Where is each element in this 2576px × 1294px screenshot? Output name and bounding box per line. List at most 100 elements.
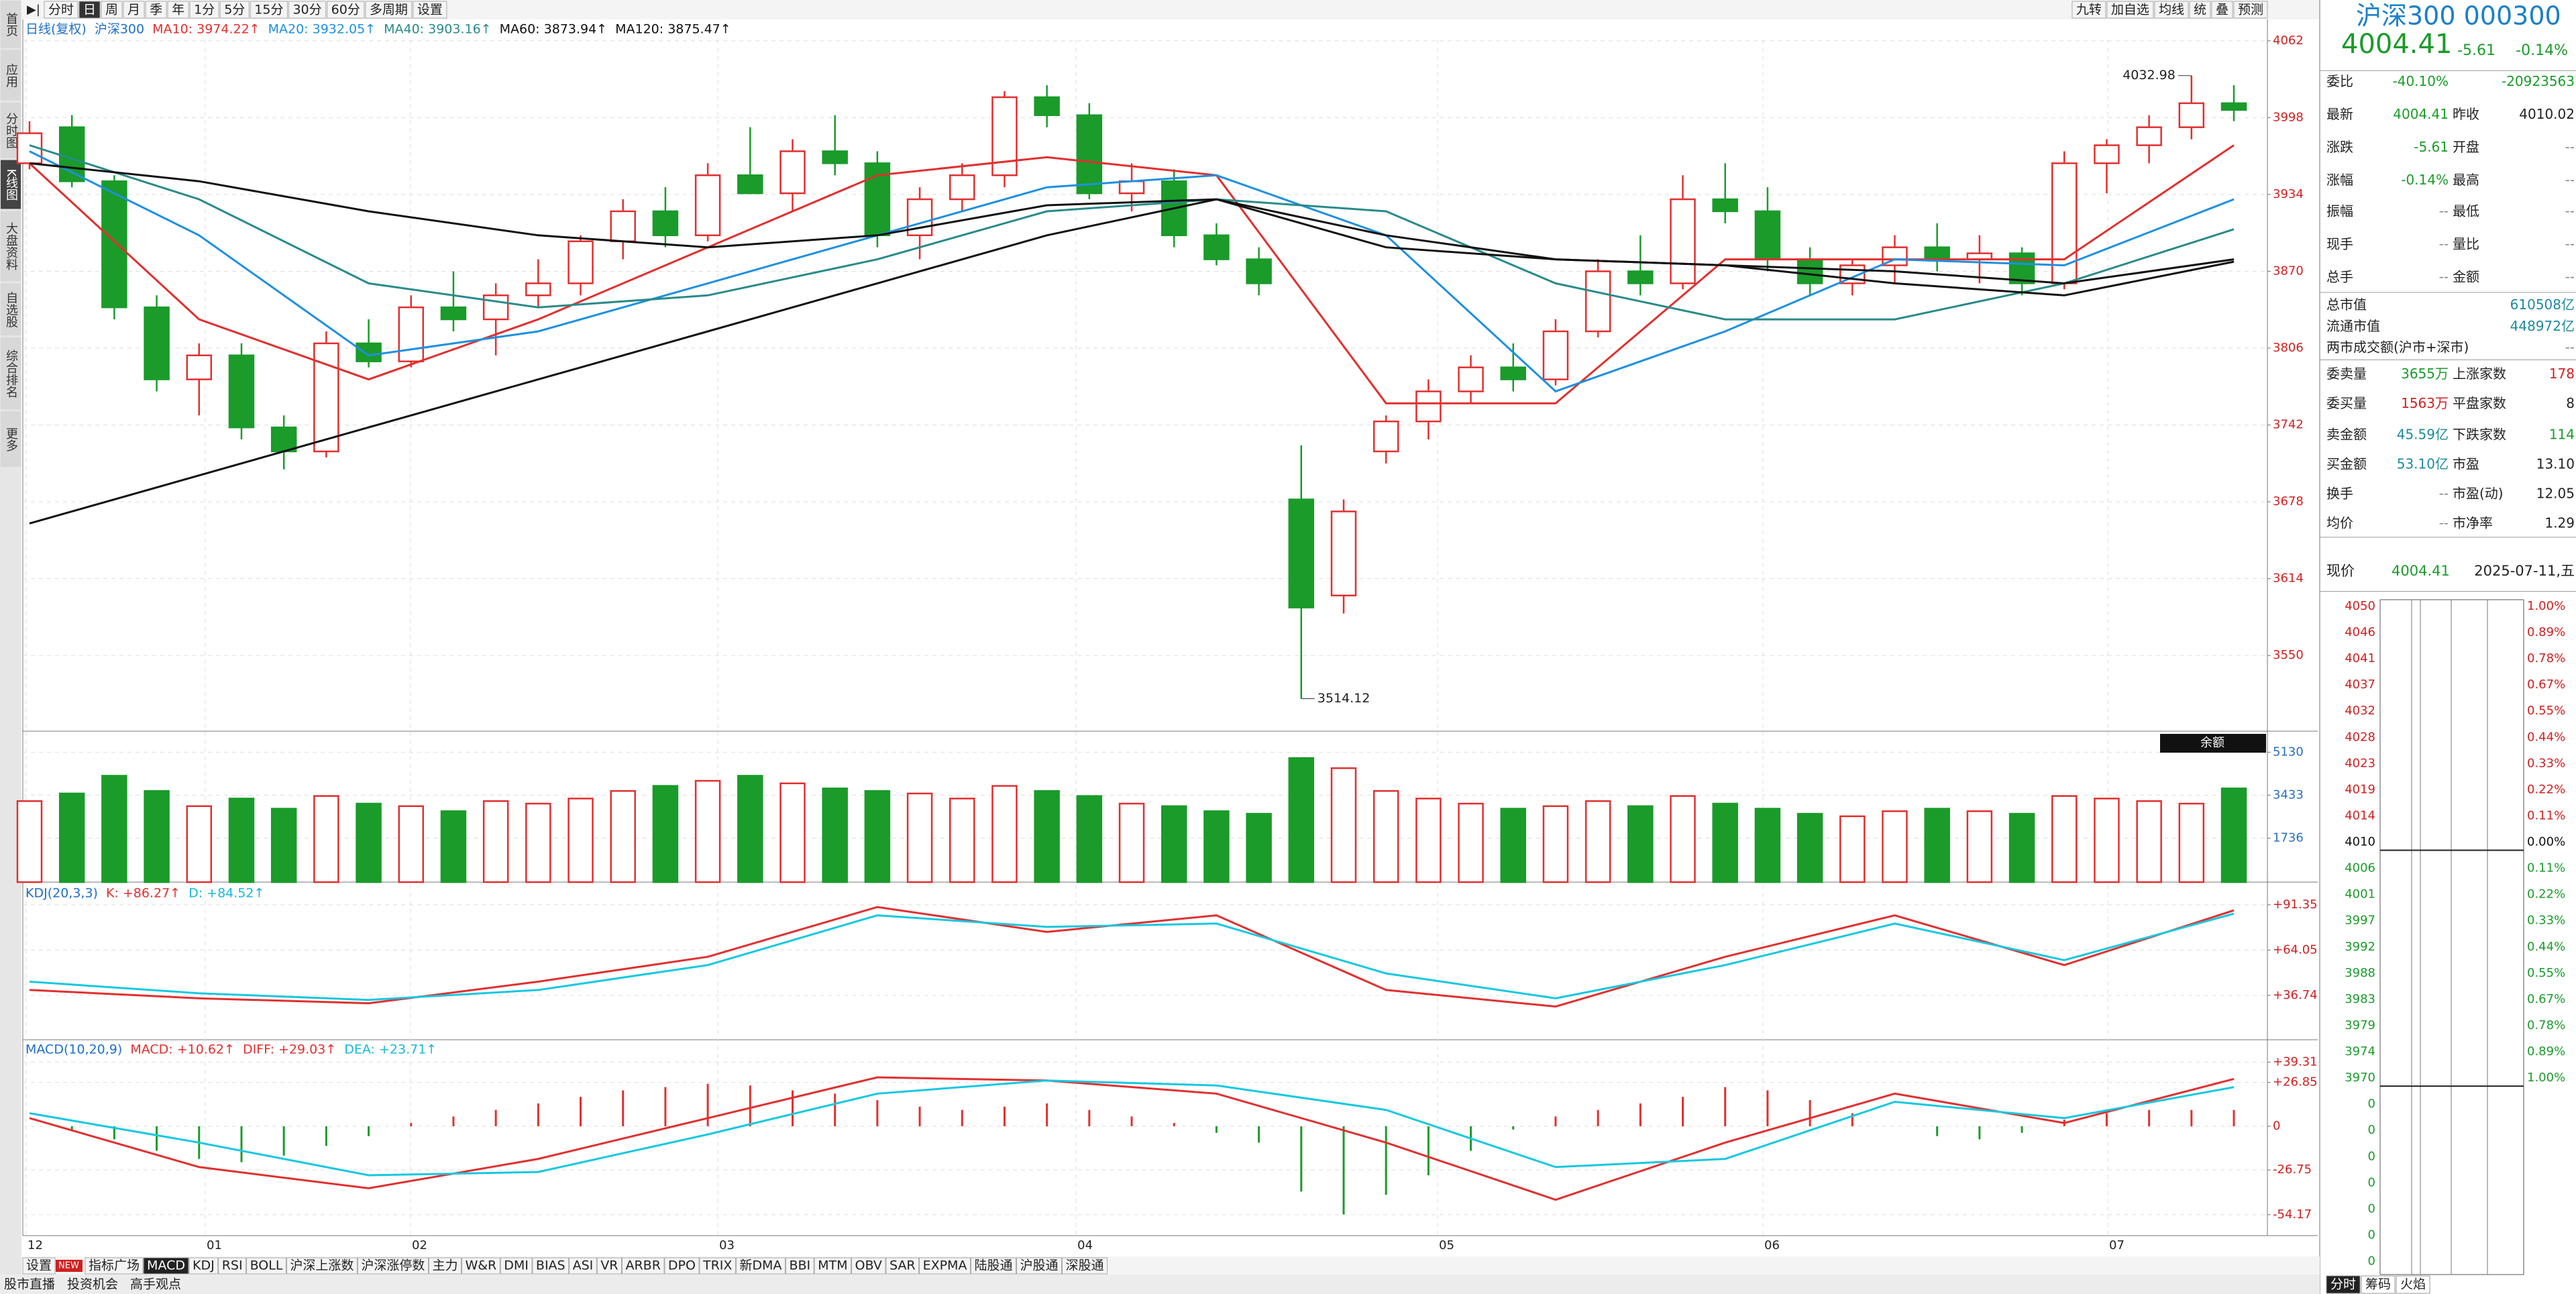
tab[interactable]: VR	[600, 1258, 618, 1273]
toolbar-button[interactable]	[2211, 1, 2233, 19]
tab-button[interactable]	[189, 1257, 219, 1275]
sidebar-label[interactable]: 自选股	[4, 291, 18, 327]
panel-tab[interactable]: 筹码	[2365, 1277, 2391, 1292]
tab-button[interactable]	[664, 1257, 700, 1275]
toolbar-item[interactable]: 九转	[2076, 3, 2102, 17]
tab[interactable]: RSI	[222, 1258, 243, 1273]
bottom-link[interactable]: 投资机会	[67, 1277, 118, 1292]
tab-button[interactable]	[461, 1257, 500, 1275]
tab-button[interactable]	[814, 1257, 852, 1275]
toolbar-button[interactable]	[2154, 1, 2189, 19]
sidebar-label[interactable]: 更多	[4, 427, 18, 451]
tab[interactable]: 新DMA	[739, 1258, 782, 1273]
tab-button[interactable]	[735, 1257, 786, 1275]
toolbar-item[interactable]: 季	[150, 3, 162, 17]
tab-button[interactable]	[919, 1257, 971, 1275]
toolbar-item[interactable]: 1分	[194, 3, 215, 17]
tab[interactable]: 沪股通	[1020, 1258, 1058, 1273]
toolbar-item[interactable]: 设置	[417, 3, 443, 17]
tab[interactable]: BOLL	[250, 1258, 283, 1273]
toolbar-button[interactable]	[365, 1, 413, 19]
tab-button[interactable]	[1061, 1257, 1108, 1275]
toolbar-button[interactable]	[189, 1, 219, 19]
toolbar-button[interactable]	[327, 1, 365, 19]
tab-button[interactable]	[621, 1257, 665, 1275]
tab-button[interactable]	[218, 1257, 247, 1275]
sidebar-item[interactable]	[1, 211, 21, 282]
tab[interactable]: OBV	[855, 1258, 882, 1273]
panel-tab-button[interactable]	[2326, 1275, 2361, 1294]
toolbar-button[interactable]	[123, 1, 145, 19]
tab[interactable]: 陆股通	[974, 1258, 1012, 1273]
tab[interactable]: TRIX	[702, 1258, 732, 1273]
panel-tab[interactable]: 火焰	[2400, 1277, 2426, 1292]
tab[interactable]: ASI	[573, 1258, 594, 1273]
tab[interactable]: BBI	[789, 1258, 810, 1273]
tab[interactable]: EXPMA	[923, 1258, 967, 1273]
toolbar-button[interactable]	[145, 1, 167, 19]
toolbar-button[interactable]	[288, 1, 327, 19]
toolbar-item[interactable]: 多周期	[370, 3, 408, 17]
toolbar-button[interactable]	[413, 1, 447, 19]
toolbar-item[interactable]: 叠	[2216, 3, 2229, 17]
toolbar-item[interactable]: 统	[2194, 3, 2206, 17]
tab-button[interactable]	[246, 1257, 286, 1275]
tab[interactable]: 沪深上涨数	[290, 1258, 354, 1273]
toolbar-item[interactable]: 5分	[224, 3, 245, 17]
sidebar-label[interactable]: K线图	[4, 169, 18, 201]
toolbar-button[interactable]	[2072, 1, 2106, 19]
tab-button[interactable]	[85, 1257, 144, 1275]
sidebar-item[interactable]	[1, 160, 21, 209]
toolbar-item[interactable]: 日	[83, 3, 96, 17]
toolbar-button[interactable]	[2106, 1, 2154, 19]
sidebar-item[interactable]	[1, 283, 21, 336]
toolbar-item[interactable]: 年	[172, 3, 184, 17]
toolbar-button[interactable]	[44, 1, 78, 19]
tab-button[interactable]	[1016, 1257, 1062, 1275]
tab-button[interactable]	[357, 1257, 429, 1275]
sidebar-label[interactable]: 分时图	[4, 113, 18, 149]
toolbar-button[interactable]	[167, 1, 189, 19]
tab[interactable]: 指标广场	[89, 1258, 140, 1273]
toolbar-button[interactable]	[219, 1, 250, 19]
tab-button[interactable]	[500, 1257, 533, 1275]
tab[interactable]: MACD	[147, 1258, 185, 1273]
panel-tab-button[interactable]	[2396, 1275, 2430, 1294]
sidebar-label[interactable]: 综合排名	[4, 349, 18, 398]
tab[interactable]: 主力	[432, 1258, 458, 1273]
bottom-link[interactable]: 股市直播	[4, 1277, 55, 1292]
tab-button[interactable]	[569, 1257, 597, 1275]
toolbar-item[interactable]: 预测	[2238, 3, 2263, 17]
badge-label[interactable]: 余额	[2200, 736, 2224, 750]
toolbar-item[interactable]: 15分	[254, 3, 283, 17]
tab[interactable]: DMI	[504, 1258, 529, 1273]
toolbar-button[interactable]	[101, 1, 123, 19]
tab-button[interactable]	[532, 1257, 570, 1275]
toolbar-item[interactable]: 加自选	[2111, 3, 2149, 17]
tab[interactable]: ARBR	[625, 1258, 660, 1273]
toolbar-item[interactable]: 均线	[2159, 3, 2184, 17]
sidebar-item[interactable]	[1, 1, 21, 48]
tab-button[interactable]	[596, 1257, 622, 1275]
tab-button[interactable]	[970, 1257, 1016, 1275]
toolbar-item[interactable]: 月	[127, 3, 140, 17]
tab-button[interactable]	[785, 1257, 814, 1275]
sidebar-item[interactable]	[1, 337, 21, 410]
sidebar-item[interactable]	[1, 411, 21, 467]
toolbar-button[interactable]	[78, 1, 101, 19]
sidebar-label[interactable]: 应用	[4, 63, 18, 87]
tab[interactable]: MTM	[818, 1258, 847, 1273]
toolbar-item[interactable]: 30分	[292, 3, 321, 17]
bottom-link[interactable]: 高手观点	[130, 1277, 181, 1292]
tab-button[interactable]	[143, 1257, 189, 1275]
panel-tab-button[interactable]	[2361, 1275, 2396, 1294]
badge[interactable]	[2160, 734, 2266, 753]
tab-button[interactable]	[286, 1257, 358, 1275]
tab-button[interactable]	[22, 1257, 56, 1275]
tab[interactable]: DPO	[668, 1258, 696, 1273]
sidebar-label[interactable]: 大盘资料	[4, 222, 18, 270]
toolbar-button[interactable]	[2189, 1, 2211, 19]
sidebar-item[interactable]	[1, 50, 21, 101]
toolbar-item[interactable]: 周	[105, 3, 118, 17]
tab-button[interactable]	[699, 1257, 736, 1275]
